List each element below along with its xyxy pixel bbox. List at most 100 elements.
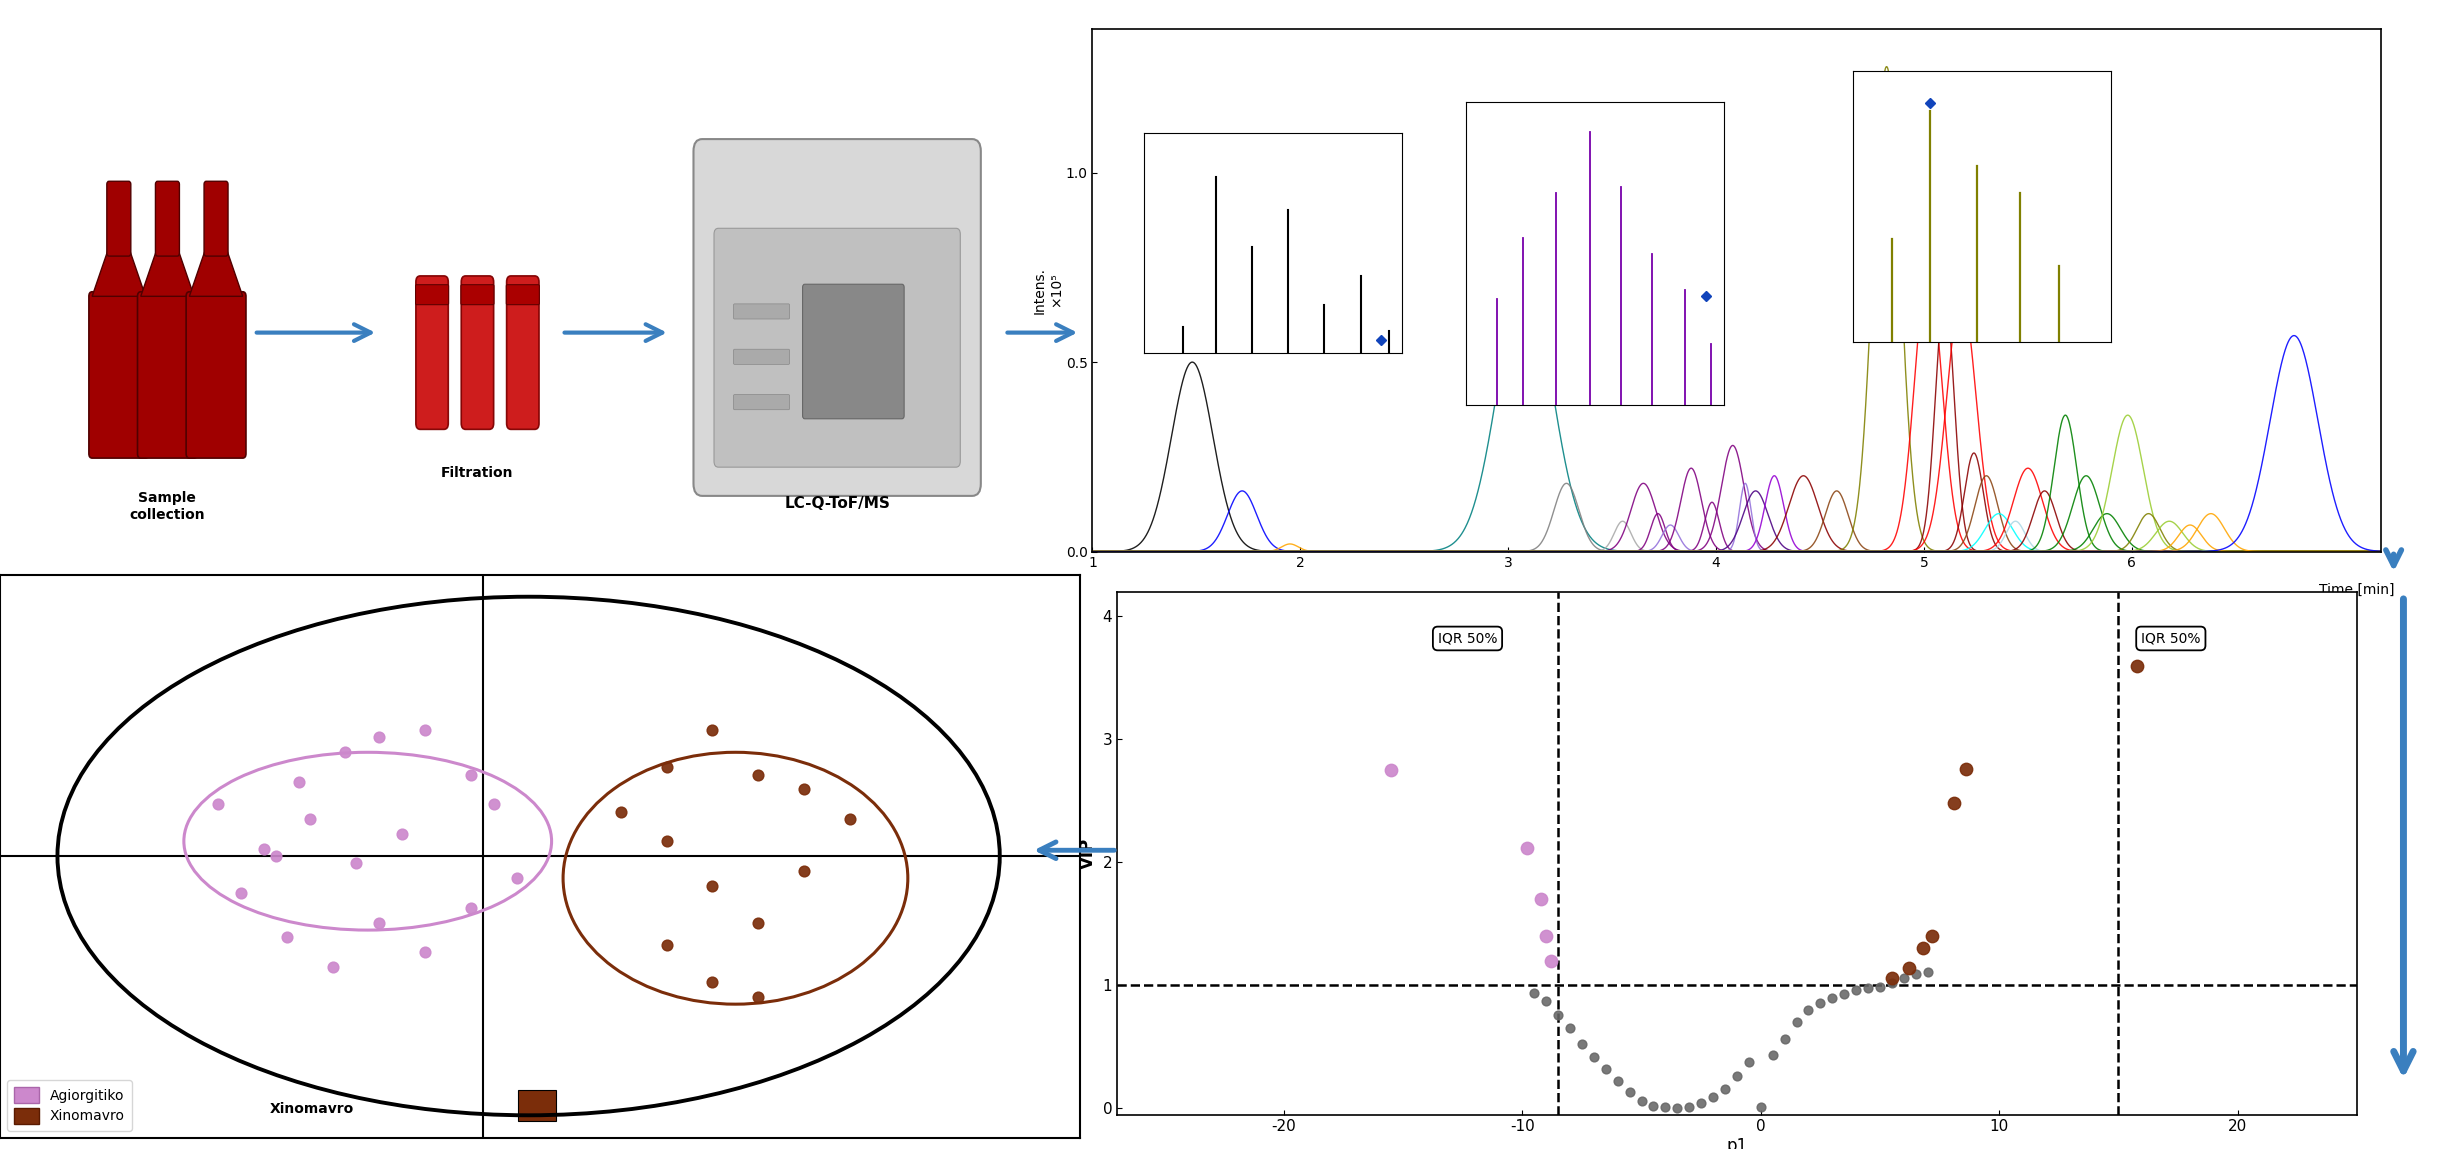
Point bbox=[786, 780, 825, 799]
Text: IQR 50%: IQR 50% bbox=[2141, 632, 2200, 646]
Point bbox=[1527, 993, 1566, 1011]
Point bbox=[1586, 1059, 1625, 1078]
Point bbox=[692, 973, 732, 992]
Point bbox=[1718, 1067, 1758, 1086]
Point bbox=[452, 765, 491, 784]
Point bbox=[290, 810, 329, 828]
Point bbox=[1635, 1097, 1674, 1116]
Point bbox=[1873, 969, 1912, 987]
FancyBboxPatch shape bbox=[462, 276, 493, 430]
FancyBboxPatch shape bbox=[714, 229, 960, 468]
Point bbox=[246, 840, 285, 858]
Point bbox=[1515, 984, 1554, 1002]
FancyBboxPatch shape bbox=[734, 303, 791, 319]
Point bbox=[1694, 1088, 1733, 1106]
FancyBboxPatch shape bbox=[155, 182, 179, 256]
Point bbox=[1873, 973, 1912, 992]
Point bbox=[268, 928, 307, 947]
Point bbox=[1824, 985, 1863, 1003]
Point bbox=[1777, 1013, 1817, 1032]
Point bbox=[1372, 761, 1412, 779]
Point bbox=[1800, 994, 1839, 1012]
Point bbox=[336, 854, 376, 872]
Point bbox=[1903, 939, 1942, 957]
Polygon shape bbox=[189, 247, 243, 296]
Text: Filtration: Filtration bbox=[442, 465, 513, 479]
Point bbox=[324, 743, 363, 762]
Point bbox=[1888, 959, 1927, 978]
Point bbox=[1935, 794, 1974, 812]
Point bbox=[1790, 1001, 1829, 1019]
Point bbox=[646, 832, 685, 850]
FancyBboxPatch shape bbox=[108, 182, 130, 256]
Point bbox=[646, 935, 685, 954]
Point bbox=[786, 862, 825, 880]
FancyBboxPatch shape bbox=[204, 182, 228, 256]
Point bbox=[255, 847, 295, 865]
Polygon shape bbox=[93, 247, 145, 296]
Point bbox=[1812, 988, 1851, 1007]
Point bbox=[1706, 1080, 1746, 1098]
Point bbox=[1598, 1072, 1637, 1090]
Point bbox=[452, 899, 491, 917]
Point bbox=[601, 802, 641, 820]
FancyBboxPatch shape bbox=[462, 285, 493, 304]
FancyBboxPatch shape bbox=[803, 284, 903, 418]
Text: LC-Q-ToF/MS: LC-Q-ToF/MS bbox=[783, 496, 891, 511]
FancyBboxPatch shape bbox=[415, 276, 449, 430]
FancyBboxPatch shape bbox=[137, 292, 196, 458]
Point bbox=[1552, 1019, 1591, 1038]
Point bbox=[314, 958, 354, 977]
Point bbox=[1912, 927, 1952, 946]
Point bbox=[739, 765, 778, 784]
Point bbox=[1623, 1092, 1662, 1110]
FancyBboxPatch shape bbox=[734, 349, 791, 364]
Text: IQR 50%: IQR 50% bbox=[1439, 632, 1498, 646]
Point bbox=[1561, 1035, 1601, 1054]
Point bbox=[498, 869, 538, 887]
Point bbox=[1895, 965, 1935, 984]
FancyBboxPatch shape bbox=[187, 292, 246, 458]
Point bbox=[358, 728, 398, 747]
Point bbox=[1507, 839, 1547, 857]
Point bbox=[739, 987, 778, 1007]
Point bbox=[1728, 1052, 1768, 1071]
Point bbox=[1849, 979, 1888, 997]
Text: Xinomavro: Xinomavro bbox=[270, 1102, 354, 1117]
Point bbox=[1657, 1098, 1696, 1117]
Point bbox=[1645, 1098, 1684, 1117]
FancyBboxPatch shape bbox=[734, 394, 791, 410]
Point bbox=[1610, 1084, 1650, 1102]
Y-axis label: VIP: VIP bbox=[1078, 838, 1097, 869]
Y-axis label: Intens.
×10⁵: Intens. ×10⁵ bbox=[1034, 267, 1063, 314]
Point bbox=[2119, 656, 2158, 674]
Point bbox=[1765, 1031, 1804, 1049]
FancyBboxPatch shape bbox=[506, 285, 540, 304]
FancyBboxPatch shape bbox=[415, 285, 449, 304]
Text: Time [min]: Time [min] bbox=[2318, 583, 2394, 596]
Point bbox=[1574, 1048, 1613, 1066]
Polygon shape bbox=[140, 247, 194, 296]
Point bbox=[1883, 969, 1922, 987]
Point bbox=[280, 773, 319, 792]
FancyBboxPatch shape bbox=[506, 276, 540, 430]
Point bbox=[1682, 1094, 1721, 1112]
FancyBboxPatch shape bbox=[518, 1089, 557, 1120]
Point bbox=[474, 795, 513, 813]
Point bbox=[1947, 759, 1986, 778]
Point bbox=[405, 943, 444, 962]
Point bbox=[1669, 1098, 1709, 1117]
Point bbox=[1861, 978, 1900, 996]
Point bbox=[1908, 963, 1947, 981]
Point bbox=[199, 795, 238, 813]
Legend: Agiorgitiko, Xinomavro: Agiorgitiko, Xinomavro bbox=[7, 1080, 133, 1131]
FancyBboxPatch shape bbox=[88, 292, 150, 458]
X-axis label: p1: p1 bbox=[1726, 1138, 1748, 1149]
Point bbox=[1741, 1098, 1780, 1117]
Text: Sample
collection: Sample collection bbox=[130, 492, 206, 522]
Point bbox=[1836, 981, 1876, 1000]
Point bbox=[221, 884, 260, 902]
Point bbox=[646, 758, 685, 777]
Point bbox=[692, 877, 732, 895]
Point bbox=[692, 720, 732, 739]
